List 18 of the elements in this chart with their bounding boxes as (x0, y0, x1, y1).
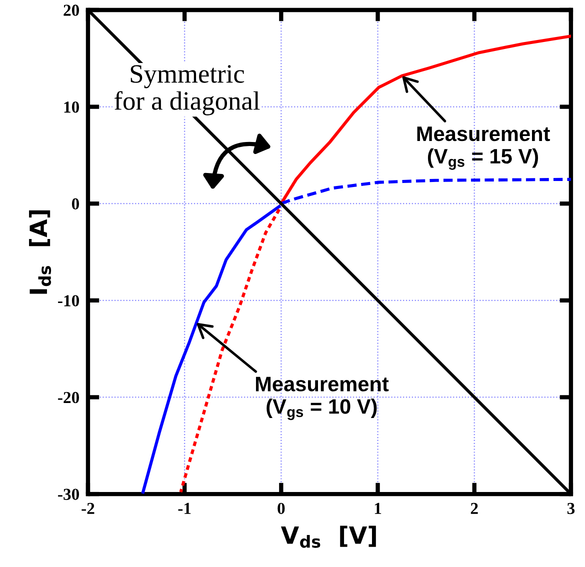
y-tick-label: 10 (64, 101, 80, 113)
annotation: Symmetric for a diagonal (114, 65, 260, 116)
x-tick-label: -2 (82, 502, 94, 514)
y-tick-label: -20 (58, 392, 80, 404)
x-tick-label: 2 (470, 502, 478, 514)
x-tick-label: -1 (178, 502, 191, 514)
x-tick-label: 3 (567, 502, 575, 514)
annotation: Measurement (V$_{gs}$ = 15 V) (417, 126, 550, 170)
x-tick-label: 1 (374, 502, 382, 514)
y-tick-label: 20 (64, 4, 80, 16)
text: V$_{ds}$ [V] (280, 526, 376, 548)
annotation: Measurement (V$_{gs}$ = 10 V) (256, 376, 389, 420)
y-tick-label: 0 (72, 198, 80, 210)
line-series (280, 178, 571, 206)
x-tick-label: 0 (278, 502, 285, 514)
y-tick-label: -30 (58, 488, 80, 500)
text: I$_{ds}$ [A] (29, 210, 52, 294)
y-tick-label: -10 (58, 295, 80, 306)
